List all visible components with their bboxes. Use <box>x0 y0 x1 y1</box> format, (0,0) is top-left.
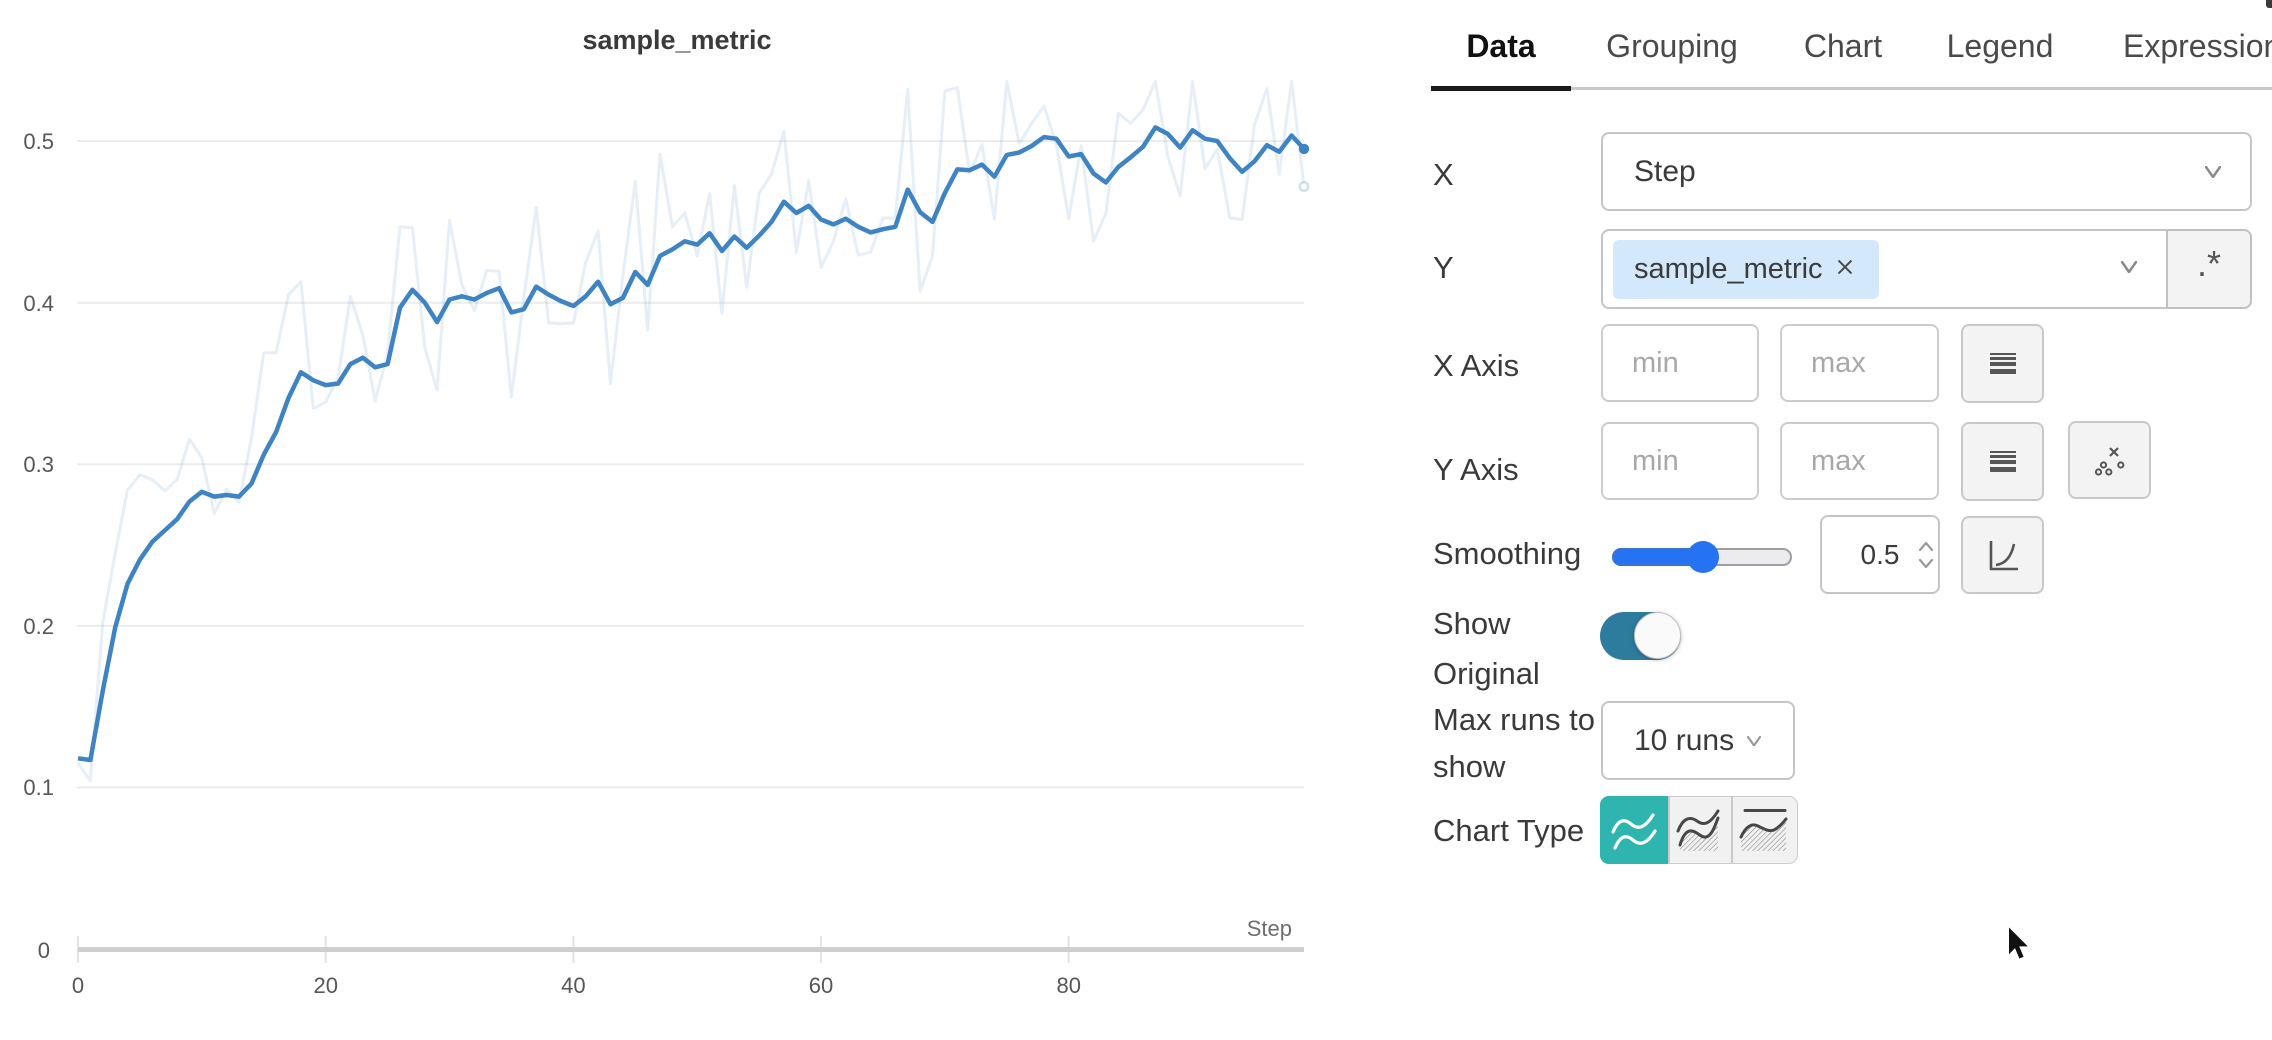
svg-text:0.2: 0.2 <box>23 614 54 639</box>
svg-text:20: 20 <box>313 973 337 998</box>
svg-text:60: 60 <box>809 973 833 998</box>
svg-text:Step: Step <box>1247 916 1292 941</box>
svg-text:0.1: 0.1 <box>23 775 54 800</box>
svg-text:0.3: 0.3 <box>23 452 54 477</box>
svg-text:80: 80 <box>1056 973 1080 998</box>
svg-text:0.4: 0.4 <box>23 291 54 316</box>
svg-text:40: 40 <box>561 973 585 998</box>
svg-text:0: 0 <box>38 938 50 963</box>
svg-text:0.5: 0.5 <box>23 129 54 154</box>
svg-text:0: 0 <box>72 973 84 998</box>
